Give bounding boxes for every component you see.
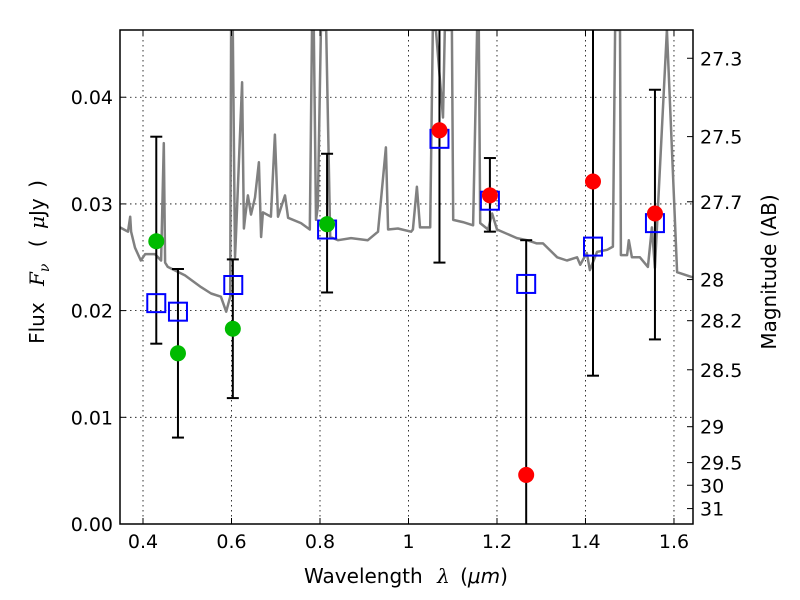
x-axis-label-unit-open: ( [460, 564, 468, 588]
optical-data-point [169, 345, 186, 362]
y2-tick-label: 28.2 [700, 311, 742, 333]
x-tick-label: 0.4 [128, 531, 158, 553]
y2-axis-label: Magnitude (AB) [757, 194, 781, 349]
nir-data-point [481, 187, 498, 204]
y-axis-label-unit-close: ) [25, 180, 49, 188]
x-axis-label: Wavelength λ (μm) [304, 564, 508, 588]
y-axis-label-unit: Jy [25, 198, 49, 218]
nir-data-point [431, 122, 448, 139]
model-flux-marker [167, 301, 188, 322]
x-axis-label-symbol: λ [436, 564, 450, 588]
nir-data-point [646, 205, 663, 222]
y-axis-label-mu: μ [25, 216, 49, 229]
x-tick-label: 1.2 [482, 531, 512, 553]
y-tick-label: 0.00 [71, 514, 113, 536]
y-tick-label: 0.02 [71, 301, 113, 323]
y2-tick-label: 29 [700, 417, 724, 439]
plot-frame [119, 29, 694, 525]
model-flux-marker [146, 293, 167, 314]
y2-tick-label: 27.7 [700, 192, 742, 214]
y-tick-label: 0.03 [71, 194, 113, 216]
model-flux-marker [516, 273, 537, 294]
y2-tick-label: 29.5 [700, 453, 742, 475]
y2-tick-label: 28 [700, 270, 724, 292]
y-tick-label: 0.04 [71, 87, 113, 109]
y-axis-label-subscript: ν [37, 263, 53, 272]
axis-ticks: 0.4 0.6 0.8 1 1.2 1.4 1.6 0.00 0.01 0.02 0.03 0.04 2… [71, 30, 742, 553]
x-tick-label: 0.8 [305, 531, 335, 553]
y-axis-label-symbol: F [25, 271, 49, 287]
x-tick-label: 1.4 [570, 531, 600, 553]
y2-tick-label: 27.3 [700, 48, 742, 70]
x-axis-label-unit-close: ) [500, 564, 508, 588]
plot-area [120, 30, 693, 524]
y2-tick-label: 31 [700, 499, 724, 521]
x-tick-label: 1 [402, 531, 414, 553]
optical-data-point [319, 216, 336, 233]
y-tick-label: 0.01 [71, 407, 113, 429]
y-axis-label-text: Flux [25, 302, 49, 344]
y2-tick-label: 27.5 [700, 127, 742, 149]
x-tick-label: 0.6 [216, 531, 246, 553]
y-axis-label-unit-open: ( [25, 239, 49, 247]
grid [120, 30, 693, 525]
x-tick-label: 1.6 [659, 531, 689, 553]
optical-data-point [148, 233, 165, 250]
y2-tick-label: 28.5 [700, 360, 742, 382]
model-flux-marker [223, 275, 244, 296]
y-axis-label: Flux Fν ( μJy ) [25, 180, 54, 344]
x-axis-label-text: Wavelength [304, 564, 423, 588]
spectrum-line [120, 30, 693, 313]
nir-data-point [585, 173, 602, 190]
optical-data-point [224, 320, 241, 337]
x-axis-label-unit: μm [467, 564, 500, 588]
model-flux-marker [583, 236, 604, 257]
nir-data-point [518, 466, 535, 483]
y2-tick-label: 30 [700, 475, 724, 497]
